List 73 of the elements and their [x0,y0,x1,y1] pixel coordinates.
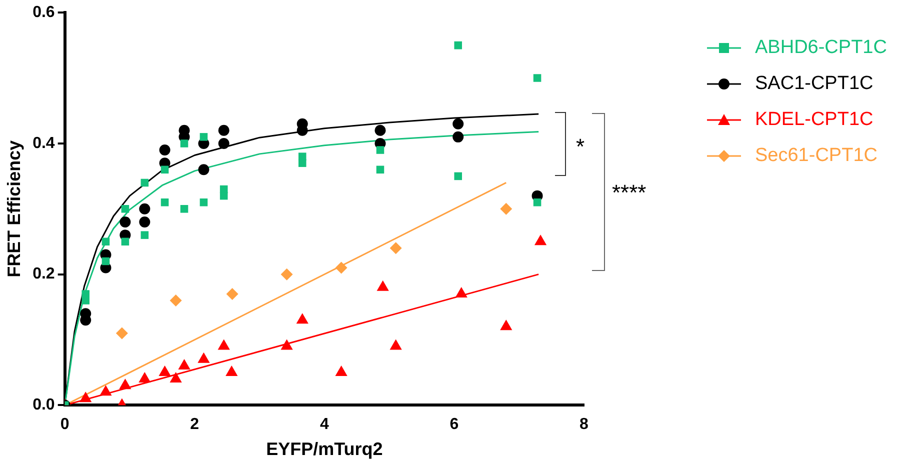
point [226,365,238,376]
point [200,198,208,206]
point [226,288,238,300]
point [121,205,130,213]
point [390,339,402,350]
point [178,358,190,370]
x-tick-label: 4 [320,416,329,434]
point [335,262,348,274]
point [452,131,464,142]
legend-label: SAC1-CPT1C [755,73,874,95]
point [390,242,402,254]
point [160,198,169,206]
point [220,192,228,200]
point [455,286,468,298]
point [374,124,386,136]
annotation: * [576,134,585,160]
point [454,172,462,180]
x-tick-label: 8 [580,416,589,434]
point [452,118,464,130]
point [100,385,112,396]
y-tick-label: 0.4 [32,134,55,152]
point [534,234,547,246]
point [335,365,348,376]
point [454,41,462,50]
point [121,238,130,246]
point [500,202,512,215]
point [200,133,208,141]
point [170,294,182,307]
legend-label: ABHD6-CPT1C [755,37,887,59]
point [500,320,512,330]
point [158,365,171,376]
point [198,352,210,363]
point [140,178,149,187]
x-axis-title: EYFP/mTurq2 [266,439,383,460]
y-tick-label: 0.2 [32,266,55,283]
point [218,138,230,149]
point [80,392,92,402]
point [376,280,389,291]
point [198,164,210,176]
point [280,339,293,350]
point [218,124,230,136]
point [533,74,542,82]
point [138,372,151,383]
y-axis-title: FRET Efficiency [4,140,24,278]
point [533,198,542,206]
point [102,257,110,266]
legend-label: KDEL-CPT1C [755,109,874,131]
point [140,231,149,239]
point [120,216,131,228]
point [298,159,306,167]
x-tick-label: 6 [450,416,459,434]
point [296,313,308,324]
point [218,339,230,350]
y-tick-label: 0.0 [32,396,55,414]
point [180,140,188,148]
x-tick-label: 0 [60,416,70,434]
point [280,268,293,280]
point [376,166,384,174]
point [82,296,90,304]
point [160,166,169,174]
point [119,378,132,390]
x-tick-label: 2 [190,416,200,434]
point [116,327,128,340]
point [180,205,188,213]
point [102,238,110,246]
legend-label: Sec61-CPT1C [755,145,878,167]
point [376,146,384,154]
point [139,203,150,214]
point [159,144,170,156]
text: **** [612,180,646,206]
y-tick-label: 0.6 [32,4,55,22]
point [170,372,182,383]
point [139,216,150,228]
